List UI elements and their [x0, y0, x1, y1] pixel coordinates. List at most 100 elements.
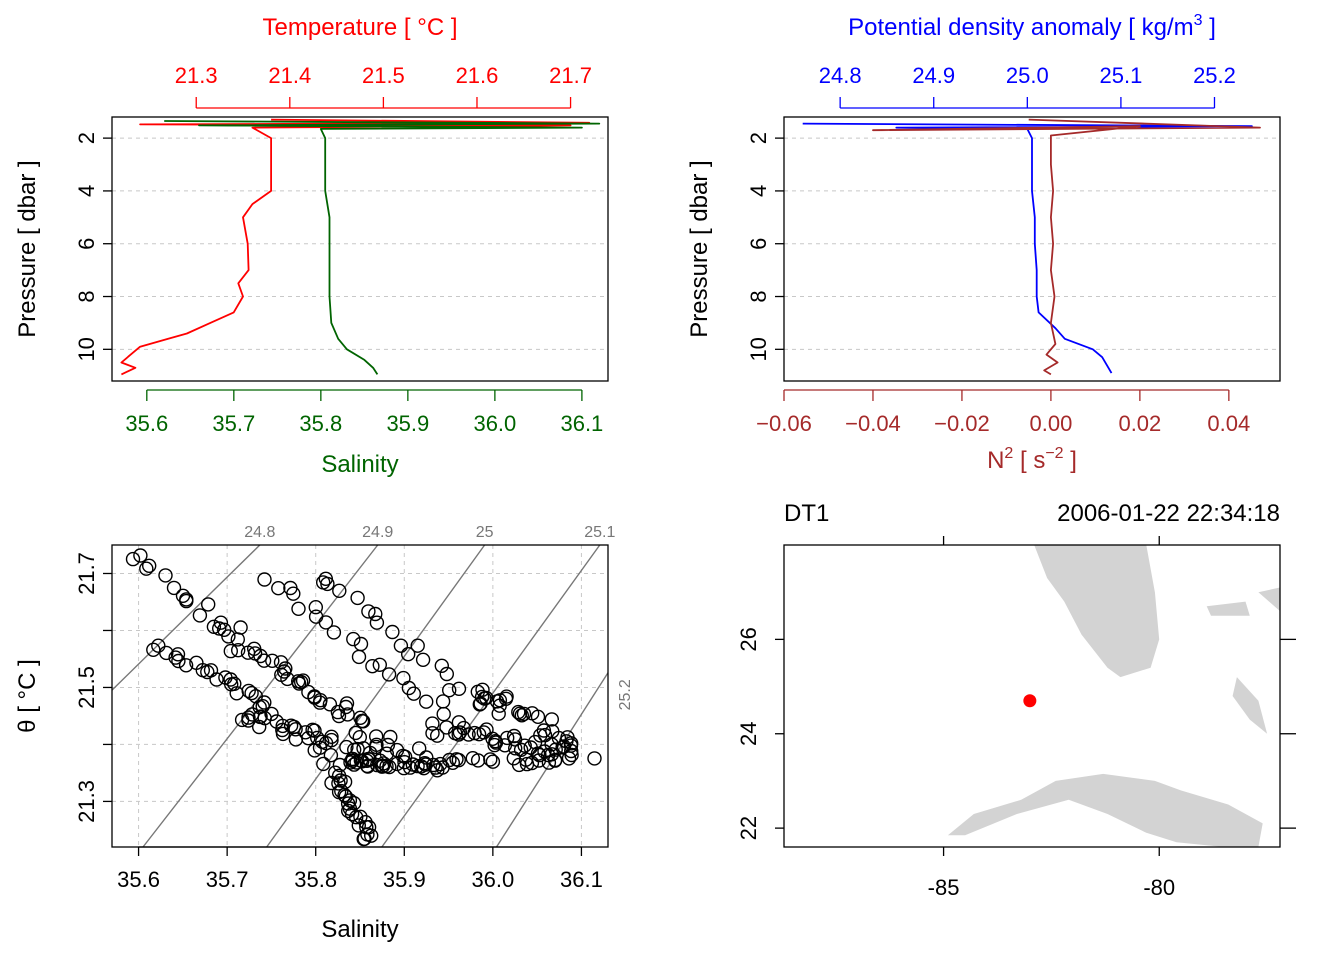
- p2-top-tick-label: 24.8: [819, 63, 862, 88]
- profile-temperature-salinity-panel: 2 4 6 8 10 21.3 21.4 21.5 21.6 21.7 35.6 35.7 35.8 35…: [14, 14, 609, 478]
- ts-point: [410, 638, 425, 653]
- ts-point: [159, 645, 174, 661]
- land-bahamas-north: [1206, 601, 1250, 616]
- ts-point: [587, 751, 602, 766]
- ts-point: [323, 748, 339, 763]
- ts-point: [419, 694, 434, 709]
- ts-point: [275, 718, 290, 734]
- ts-point: [146, 642, 161, 657]
- ts-point: [307, 743, 322, 758]
- ts-point: [221, 629, 236, 644]
- ts-point: [200, 597, 216, 612]
- ts-point: [133, 548, 148, 563]
- ts-point: [434, 658, 449, 673]
- p1-y-tick-label: 6: [74, 238, 99, 250]
- ts-point: [223, 643, 239, 659]
- ts-point: [337, 787, 352, 803]
- land-bahamas-andros: [1232, 677, 1268, 734]
- ts-point: [445, 755, 460, 770]
- ts-point: [548, 752, 563, 768]
- ts-point: [244, 685, 259, 701]
- p3-isopycnals: 24.8 24.9 25 25.1 25.2: [111, 524, 634, 848]
- ts-point: [356, 831, 371, 847]
- p2-series-density: [802, 122, 1253, 374]
- p1-axes: 2 4 6 8 10 21.3 21.4 21.5 21.6 21.7 35.6 35.7 35.8 35…: [74, 63, 603, 436]
- ts-point: [541, 755, 557, 770]
- ts-point: [415, 652, 431, 667]
- ts-point: [257, 572, 272, 587]
- ts-point: [295, 673, 311, 688]
- p3-grid: [112, 545, 608, 847]
- ts-point: [345, 753, 360, 768]
- ts-point: [234, 712, 250, 728]
- ts-point: [508, 741, 523, 756]
- ts-point: [331, 708, 347, 724]
- p4-x-tick-label: -85: [928, 875, 960, 900]
- ts-point: [514, 708, 529, 723]
- ts-point: [439, 666, 454, 682]
- ts-point: [561, 751, 577, 766]
- ts-point: [320, 576, 335, 592]
- ts-point: [178, 658, 194, 673]
- ts-point: [483, 752, 498, 767]
- p2-top-tick-label: 25.2: [1193, 63, 1236, 88]
- p3-x-tick-label: 35.9: [383, 867, 426, 892]
- ts-point: [230, 643, 246, 658]
- p1-top-tick-label: 21.4: [268, 63, 311, 88]
- ts-point: [318, 735, 334, 751]
- ts-point: [369, 729, 384, 744]
- land-bahamas-abaco: [1258, 587, 1280, 612]
- ts-point: [380, 737, 396, 753]
- p2-frame: [783, 116, 1281, 382]
- p2-top-tick-label: 25.0: [1006, 63, 1049, 88]
- p3-x-axis-label: Salinity: [321, 916, 398, 943]
- p3-x-tick-label: 36.0: [471, 867, 514, 892]
- ts-point: [379, 759, 394, 774]
- ts-point: [166, 580, 182, 596]
- ts-point: [365, 659, 380, 674]
- ts-point: [351, 818, 366, 833]
- p2-bottom-tick-label: −0.04: [845, 411, 901, 436]
- ts-point: [233, 620, 248, 635]
- ts-point: [350, 590, 365, 606]
- ts-point: [223, 672, 238, 687]
- p3-x-tick-label: 35.6: [117, 867, 160, 892]
- ts-point: [368, 606, 383, 622]
- p1-grid: [112, 137, 608, 350]
- p2-y-axis-label: Pressure [ dbar ]: [686, 160, 713, 337]
- p2-y-tick-label: 10: [746, 337, 771, 361]
- ts-point: [532, 747, 547, 763]
- ts-point: [206, 619, 222, 634]
- p2-top-tick-label: 25.1: [1099, 63, 1142, 88]
- ts-point: [436, 706, 451, 722]
- ts-point: [417, 756, 432, 771]
- ts-point: [339, 739, 354, 755]
- ts-point: [351, 649, 367, 665]
- p2-y-tick-label: 6: [746, 238, 771, 250]
- ts-point: [374, 759, 390, 774]
- ts-point: [291, 676, 307, 691]
- p2-bottom-tick-label: 0.02: [1118, 411, 1161, 436]
- isopycnal-line: [142, 544, 379, 848]
- p1-top-axis-label: Temperature [ °C ]: [263, 14, 458, 41]
- ts-point: [476, 725, 491, 740]
- ts-point: [322, 697, 338, 712]
- ts-point: [485, 731, 500, 746]
- ts-point: [412, 741, 427, 756]
- p3-y-tick-label: 21.3: [74, 780, 99, 823]
- p4-y-tick-label: 22: [736, 816, 761, 840]
- ts-point: [286, 586, 301, 601]
- station-datetime: 2006-01-22 22:34:18: [1057, 500, 1280, 527]
- ts-point: [265, 653, 280, 668]
- ts-point: [349, 810, 364, 825]
- ts-point: [524, 755, 540, 771]
- ts-point: [516, 706, 532, 722]
- ts-point: [170, 647, 186, 662]
- ts-diagram-panel: 24.8 24.9 25 25.125.2 35.6 35.7 35.8 35.9 36.0 3…: [14, 524, 634, 943]
- p1-y-tick-label: 8: [74, 290, 99, 302]
- ts-point: [372, 657, 387, 672]
- ts-point: [451, 681, 467, 696]
- ts-point: [385, 624, 400, 640]
- isopycnal-label: 24.9: [362, 524, 393, 541]
